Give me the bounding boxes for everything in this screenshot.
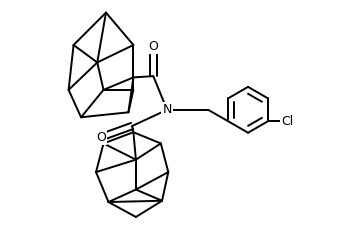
Text: O: O (96, 131, 106, 144)
Text: N: N (162, 103, 172, 116)
Text: O: O (149, 40, 158, 53)
Text: Cl: Cl (281, 115, 293, 128)
